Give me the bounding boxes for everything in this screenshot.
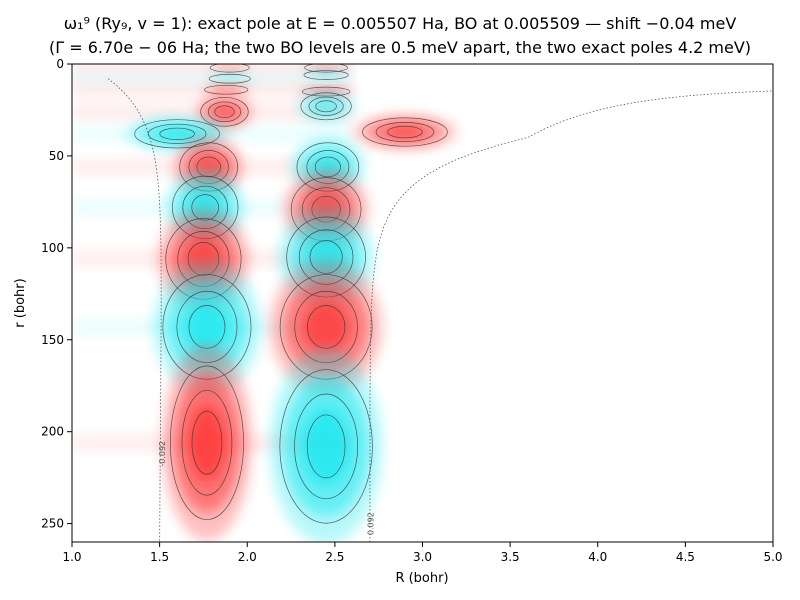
- contour-label-1: 0.092: [366, 512, 375, 535]
- chart-title-line-1: ω₁⁹ (Ry₉, v = 1): exact pole at E = 0.00…: [63, 14, 737, 33]
- left-lobe-2: [199, 84, 253, 96]
- x-tick-label-2: 2.0: [238, 550, 257, 564]
- y-tick-label-4: 200: [41, 425, 64, 439]
- y-tick-label-1: 50: [49, 149, 64, 163]
- boundary-curves: [107, 78, 773, 542]
- left-lobe-0: [205, 64, 254, 74]
- x-axis-label: R (bohr): [395, 571, 448, 586]
- x-tick-label-5: 3.5: [501, 550, 520, 564]
- right-lobe-1: [298, 69, 354, 81]
- y-tick-label-5: 250: [41, 517, 64, 531]
- x-tick-label-4: 3.0: [413, 550, 432, 564]
- contour-label-2: -0.092: [101, 57, 127, 66]
- y-axis-label: r (bohr): [13, 278, 28, 327]
- right-lobe-3: [295, 89, 358, 124]
- left-boundary-curve: [107, 78, 162, 542]
- x-tick-label-6: 4.0: [588, 550, 607, 564]
- y-tick-label-3: 150: [41, 333, 64, 347]
- right-lobe-4: [352, 114, 458, 151]
- x-tick-label-0: 1.0: [62, 550, 81, 564]
- y-tick-label-0: 0: [56, 57, 64, 71]
- chart-title-line-2: (Γ = 6.70e − 06 Ha; the two BO levels ar…: [48, 38, 752, 57]
- x-tick-label-3: 2.5: [325, 550, 344, 564]
- right-boundary-curve: [369, 90, 773, 542]
- y-tick-label-2: 100: [41, 241, 64, 255]
- right-lobe-9: [269, 348, 383, 542]
- x-tick-label-7: 4.5: [676, 550, 695, 564]
- left-lobe-8: [152, 260, 262, 394]
- left-lobe-9: [161, 344, 252, 541]
- x-tick-label-1: 1.5: [150, 550, 169, 564]
- left-lobe-1: [204, 73, 256, 85]
- contour-label-0: -0.092: [158, 441, 167, 467]
- x-tick-label-8: 5.0: [763, 550, 782, 564]
- right-lobe-8: [269, 260, 383, 394]
